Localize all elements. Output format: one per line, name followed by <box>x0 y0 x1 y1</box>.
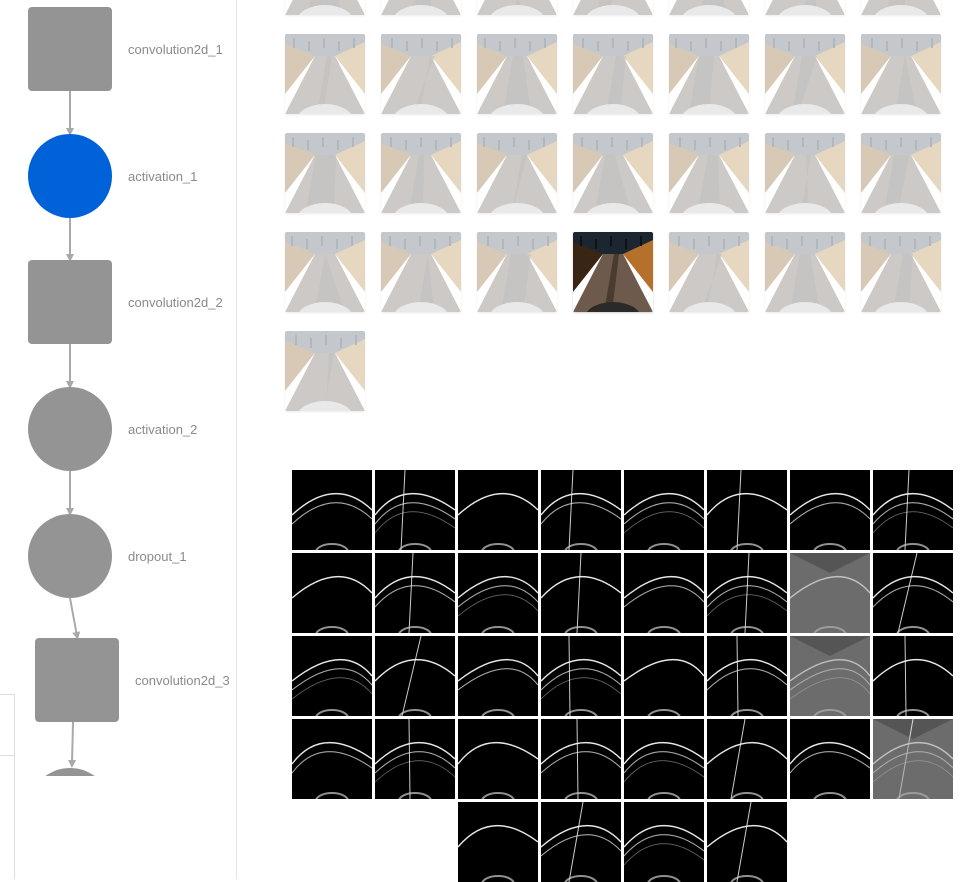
input-image[interactable] <box>381 133 461 213</box>
graph-node-label: convolution2d_2 <box>128 295 223 310</box>
input-image[interactable] <box>765 34 845 114</box>
feature-map[interactable] <box>292 470 372 550</box>
feature-map[interactable] <box>541 719 621 799</box>
feature-map[interactable] <box>458 802 538 882</box>
feature-map[interactable] <box>707 802 787 882</box>
feature-map[interactable] <box>624 470 704 550</box>
model-graph: convolution2d_1 activation_1 convolution2d… <box>0 7 236 879</box>
feature-map[interactable] <box>292 553 372 633</box>
feature-map[interactable] <box>458 553 538 633</box>
feature-map[interactable] <box>375 553 455 633</box>
input-image[interactable] <box>765 133 845 213</box>
input-image[interactable] <box>861 0 941 15</box>
input-image[interactable] <box>573 133 653 213</box>
feature-map[interactable] <box>541 636 621 716</box>
feature-map[interactable] <box>707 470 787 550</box>
feature-map[interactable] <box>624 553 704 633</box>
graph-node-label: activation_1 <box>128 169 197 184</box>
graph-edge <box>68 721 77 768</box>
input-image[interactable] <box>669 232 749 312</box>
input-image[interactable] <box>477 133 557 213</box>
graph-node-convolution2d_3[interactable] <box>35 638 119 722</box>
input-image[interactable] <box>285 331 365 411</box>
input-image[interactable] <box>477 0 557 15</box>
input-image[interactable] <box>477 34 557 114</box>
input-image[interactable] <box>285 232 365 312</box>
input-image[interactable] <box>477 232 557 312</box>
input-image[interactable] <box>285 133 365 213</box>
feature-map[interactable] <box>790 719 870 799</box>
input-image-selected[interactable] <box>573 232 653 312</box>
input-image[interactable] <box>573 34 653 114</box>
feature-map[interactable] <box>707 719 787 799</box>
feature-map[interactable] <box>458 719 538 799</box>
feature-map[interactable] <box>790 553 870 633</box>
feature-map[interactable] <box>541 802 621 882</box>
input-image[interactable] <box>861 34 941 114</box>
input-image[interactable] <box>765 0 845 15</box>
graph-node-label: dropout_1 <box>128 549 187 564</box>
feature-map[interactable] <box>707 636 787 716</box>
input-image[interactable] <box>669 34 749 114</box>
input-image[interactable] <box>765 232 845 312</box>
graph-node-convolution2d_1[interactable] <box>28 7 112 91</box>
feature-map[interactable] <box>541 470 621 550</box>
input-image[interactable] <box>381 34 461 114</box>
input-image[interactable] <box>861 133 941 213</box>
collapsed-side-panel[interactable] <box>0 694 15 879</box>
feature-map[interactable] <box>790 470 870 550</box>
feature-map[interactable] <box>873 719 953 799</box>
input-image[interactable] <box>285 0 365 15</box>
input-image[interactable] <box>669 0 749 15</box>
graph-node-label: convolution2d_1 <box>128 42 223 57</box>
feature-map[interactable] <box>790 636 870 716</box>
panel-divider <box>0 755 14 756</box>
feature-map[interactable] <box>375 636 455 716</box>
feature-map[interactable] <box>624 802 704 882</box>
feature-map[interactable] <box>458 470 538 550</box>
graph-node-activation_2[interactable] <box>28 387 112 471</box>
input-image[interactable] <box>573 0 653 15</box>
feature-map[interactable] <box>292 636 372 716</box>
graph-node-label: convolution2d_3 <box>135 673 230 688</box>
graph-node-activation_1[interactable] <box>28 134 112 218</box>
model-graph-panel: convolution2d_1 activation_1 convolution2d… <box>0 0 237 879</box>
feature-map[interactable] <box>541 553 621 633</box>
feature-map[interactable] <box>624 719 704 799</box>
graph-node-convolution2d_2[interactable] <box>28 260 112 344</box>
input-image[interactable] <box>285 34 365 114</box>
feature-map[interactable] <box>624 636 704 716</box>
feature-map[interactable] <box>707 553 787 633</box>
feature-map[interactable] <box>375 719 455 799</box>
feature-map[interactable] <box>458 636 538 716</box>
graph-node-dropout_1[interactable] <box>28 514 112 598</box>
feature-map[interactable] <box>873 553 953 633</box>
feature-map[interactable] <box>292 719 372 799</box>
input-image[interactable] <box>669 133 749 213</box>
input-image[interactable] <box>861 232 941 312</box>
feature-map[interactable] <box>873 636 953 716</box>
feature-map[interactable] <box>375 470 455 550</box>
graph-edge <box>69 597 81 640</box>
feature-map[interactable] <box>873 470 953 550</box>
graph-node-label: activation_2 <box>128 422 197 437</box>
input-image[interactable] <box>381 0 461 15</box>
input-image[interactable] <box>381 232 461 312</box>
